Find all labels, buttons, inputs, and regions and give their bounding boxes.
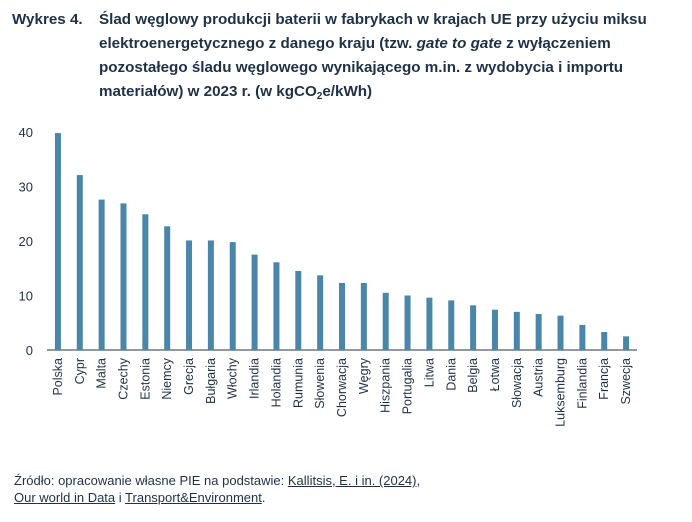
source-prefix: Źródło: opracowanie własne PIE na podsta… [14, 473, 288, 488]
x-tick-label: Malta [95, 358, 109, 389]
bar [535, 314, 542, 350]
bar [601, 332, 608, 350]
bar [120, 203, 127, 350]
x-tick-label: Holandia [269, 358, 283, 407]
title-part-1: Ślad węglowy produkcji baterii w fabryka… [99, 11, 647, 52]
bar [273, 262, 280, 350]
title-part-2: z wyłączeniem pozostałego śladu węgloweg… [99, 35, 624, 100]
x-tick-label: Francja [597, 358, 611, 400]
x-tick-label: Czechy [116, 357, 130, 399]
bar [360, 282, 367, 350]
x-tick-label: Portugalia [401, 358, 415, 414]
bar [404, 295, 411, 350]
x-tick-label: Szwecja [619, 358, 633, 405]
x-tick-label: Słowacja [510, 358, 524, 408]
y-tick-label: 40 [19, 125, 33, 140]
y-tick-label: 0 [26, 343, 33, 358]
bar [186, 240, 193, 350]
x-tick-label: Grecja [182, 358, 196, 395]
x-tick-label: Łotwa [488, 358, 502, 391]
x-tick-label: Estonia [138, 358, 152, 400]
bar [54, 133, 61, 350]
bar [579, 324, 586, 350]
figure-label: Wykres 4. [12, 11, 83, 28]
x-tick-label: Niemcy [160, 357, 174, 399]
x-tick-label: Dania [444, 358, 458, 391]
x-tick-label: Węgry [357, 357, 371, 394]
y-tick-label: 10 [19, 289, 33, 304]
title-subscript: 2 [316, 91, 323, 102]
bar [251, 254, 258, 350]
x-tick-label: Rumunia [291, 358, 305, 408]
source-link-kallitsis[interactable]: Kallitsis, E. i in. (2024) [287, 473, 417, 488]
source-end: . [261, 490, 266, 505]
bar [295, 270, 302, 350]
title-italic-term: gate to gate [416, 35, 502, 52]
bar [426, 297, 433, 350]
bar [76, 175, 83, 350]
bar [470, 305, 477, 350]
x-tick-label: Cypr [73, 358, 87, 384]
y-tick-label: 20 [19, 234, 33, 249]
bar [491, 309, 498, 350]
x-tick-label: Irlandia [248, 358, 262, 399]
source-link-te[interactable]: Transport&Environment [125, 490, 262, 505]
source-separator-2: i [115, 490, 126, 505]
title-part-3: e/kWh) [322, 83, 373, 100]
x-tick-label: Chorwacja [335, 358, 349, 417]
x-tick-label: Włochy [226, 357, 240, 399]
bar [142, 214, 149, 350]
x-tick-label: Polska [51, 358, 65, 396]
bar-chart: 0 10 20 30 40 Polska Cypr Malta Czechy Estonia Nie… [19, 125, 637, 427]
source-note: Źródło: opracowanie własne PIE na podsta… [14, 472, 420, 506]
x-tick-label: Słowenia [313, 358, 327, 409]
bar [207, 240, 214, 350]
bar [382, 292, 389, 350]
y-tick-label: 30 [19, 180, 33, 195]
bar [229, 242, 236, 350]
x-tick-label: Bułgaria [204, 358, 218, 404]
x-tick-label: Luksemburg [554, 358, 568, 427]
x-tick-label: Belgia [466, 358, 480, 393]
x-tick-label: Hiszpania [379, 358, 393, 413]
x-tick-label: Finlandia [575, 358, 589, 409]
bar [164, 226, 171, 350]
bar [623, 336, 630, 350]
bar [98, 199, 105, 350]
bar [557, 315, 564, 350]
bar [339, 282, 345, 350]
source-separator-1: , [416, 473, 421, 488]
chart-title: Ślad węglowy produkcji baterii w fabryka… [99, 8, 684, 109]
bar [448, 300, 455, 350]
bar [317, 275, 324, 350]
source-link-owid[interactable]: Our world in Data [14, 490, 116, 505]
x-tick-label: Litwa [422, 358, 436, 387]
bar [513, 311, 520, 350]
x-tick-label: Austria [532, 358, 546, 397]
